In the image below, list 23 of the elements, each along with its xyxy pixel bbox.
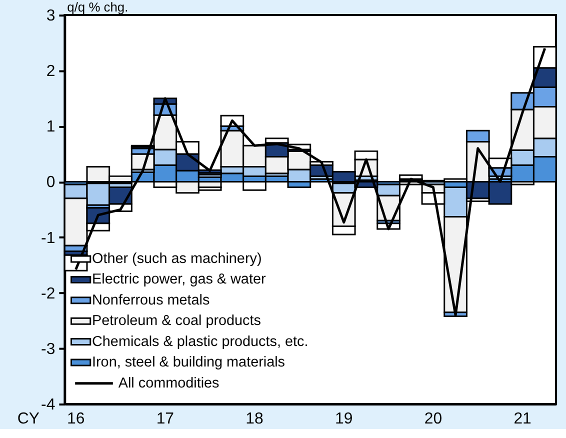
y-tick-label: 2 [46, 63, 56, 80]
legend-label: Nonferrous metals [92, 292, 210, 308]
x-tick-label: 21 [514, 410, 532, 428]
legend-label: Electric power, gas & water [92, 272, 266, 288]
y-tick-label: -2 [41, 285, 56, 302]
y-tick-label: -3 [41, 340, 56, 358]
y-tick-label: 0 [46, 174, 56, 192]
legend-label: Petroleum & coal products [92, 313, 261, 330]
y-tick-label: 3 [46, 8, 56, 25]
legend-label: Iron, steel & building materials [92, 354, 285, 370]
legend-label: All commodities [118, 375, 220, 392]
x-tick-label: 19 [335, 410, 353, 428]
y-tick-label: -1 [41, 230, 56, 247]
x-tick-label: 16 [66, 410, 85, 428]
x-axis-title: CY [17, 410, 40, 428]
y-tick-label: -4 [41, 396, 56, 414]
x-tick-label: 20 [424, 410, 442, 428]
y-axis-title: q/q % chg. [67, 0, 128, 15]
x-tick-label: 17 [156, 410, 174, 428]
legend-label: Other (such as machinery) [92, 250, 262, 267]
x-tick-label: 18 [246, 410, 264, 428]
legend-label: Chemicals & plastic products, etc. [92, 334, 308, 350]
y-tick-label: 1 [46, 118, 56, 136]
